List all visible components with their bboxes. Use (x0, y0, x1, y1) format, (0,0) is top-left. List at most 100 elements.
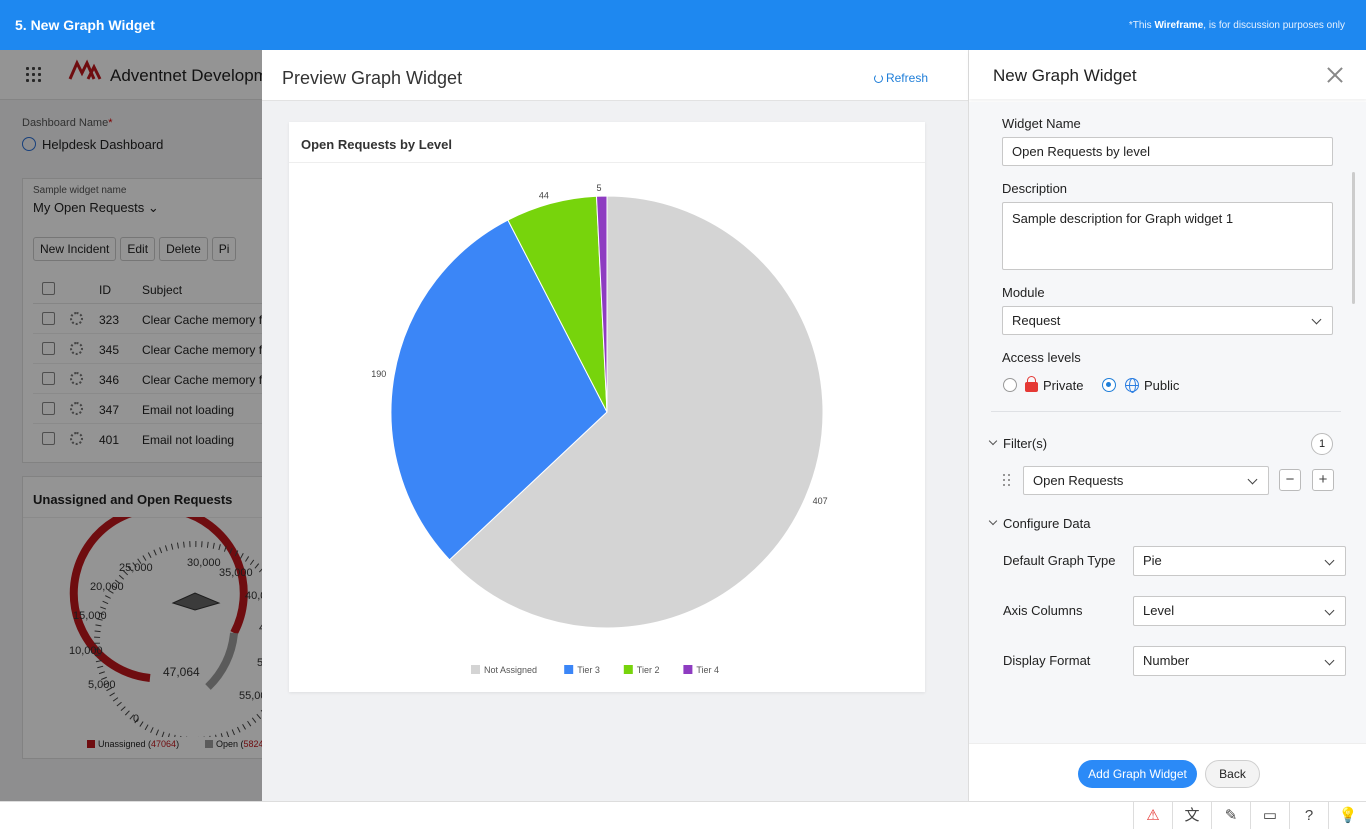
refresh-button[interactable]: Refresh (873, 71, 928, 85)
modal-overlay[interactable] (0, 50, 262, 801)
gauge-tick: 10,000 (69, 645, 103, 657)
banner-title: 5. New Graph Widget (15, 17, 155, 33)
legend-item[interactable]: Tier 4 (683, 665, 719, 675)
pie-slice[interactable] (595, 195, 608, 413)
pie-data-label: 407 (813, 496, 828, 506)
new-incident-button[interactable]: New Incident (33, 237, 117, 261)
chevron-down-icon (1247, 474, 1258, 485)
app-name: Adventnet Development (110, 66, 262, 85)
gauge-tick: 25,000 (119, 562, 153, 574)
form-scrollbar[interactable] (1352, 172, 1355, 304)
help-icon[interactable]: ? (1289, 802, 1328, 829)
module-label: Module (1002, 285, 1045, 300)
panel-title: New Graph Widget (993, 66, 1137, 85)
widget-name-field[interactable]: Open Requests by level (1002, 137, 1333, 166)
banner-note: *This Wireframe, is for discussion purpo… (1128, 20, 1345, 31)
note-icon[interactable]: ✎ (1211, 802, 1250, 829)
row-checkbox[interactable] (42, 342, 55, 355)
divider (991, 411, 1341, 412)
bottom-toolbar: ⚠ 文 ✎ ▭ ? 💡 (0, 801, 1366, 829)
id-header: ID (99, 283, 111, 297)
axis-columns-select[interactable]: Level (1133, 596, 1346, 626)
filters-label[interactable]: Filter(s) (1003, 436, 1048, 451)
dashboard-name-label: Dashboard Name* (22, 117, 113, 129)
legend-item[interactable]: Not Assigned (471, 665, 537, 675)
description-field[interactable]: Sample description for Graph widget 1 (1002, 202, 1333, 270)
app-header: Adventnet Development (0, 50, 262, 100)
pie-slice[interactable] (390, 219, 608, 561)
table-row[interactable]: 347 Email not loading (33, 394, 262, 424)
row-checkbox[interactable] (42, 402, 55, 415)
lock-icon (1025, 376, 1038, 392)
axis-columns-label: Axis Columns (1003, 603, 1083, 618)
gear-icon[interactable] (70, 312, 83, 325)
table-row[interactable]: 323 Clear Cache memory fr (33, 304, 262, 334)
table-row[interactable]: 401 Email not loading (33, 424, 262, 454)
table-row[interactable]: 345 Clear Cache memory fr (33, 334, 262, 364)
gauge-tick: 5 (257, 657, 262, 669)
graph-type-select[interactable]: Pie (1133, 546, 1346, 576)
chevron-down-icon[interactable] (988, 516, 998, 526)
background-app: Adventnet Development Dashboard Name* He… (0, 50, 262, 801)
row-checkbox[interactable] (42, 312, 55, 325)
configure-data-label[interactable]: Configure Data (1003, 516, 1091, 531)
row-checkbox[interactable] (42, 372, 55, 385)
gauge-legend-open: Open (5824) (205, 739, 262, 749)
description-label: Description (1002, 181, 1068, 196)
drag-handle-icon[interactable] (1003, 474, 1011, 488)
close-icon[interactable] (1327, 67, 1343, 83)
refresh-icon (873, 74, 883, 83)
display-format-select[interactable]: Number (1133, 646, 1346, 676)
chevron-down-icon[interactable] (988, 436, 998, 446)
delete-button[interactable]: Delete (159, 237, 208, 261)
preview-header: Preview Graph Widget Refresh (262, 50, 968, 101)
action-buttons: New Incident Edit Delete Pi (33, 237, 240, 261)
legend-item[interactable]: Tier 2 (623, 665, 660, 675)
gear-icon[interactable] (70, 432, 83, 445)
legend-label: Tier 2 (637, 665, 660, 675)
add-filter-button[interactable]: + (1312, 469, 1334, 491)
back-button[interactable]: Back (1205, 760, 1260, 788)
legend-label: Not Assigned (484, 665, 537, 675)
gear-icon[interactable] (70, 402, 83, 415)
form-body: Widget Name Open Requests by level Descr… (969, 102, 1366, 743)
widget-name-label: Widget Name (1002, 116, 1081, 131)
table-header: ID Subject (33, 274, 262, 304)
gauge-legend-unassigned: Unassigned (47064) (87, 739, 179, 749)
gauge-unassigned-arc (69, 517, 248, 682)
module-select[interactable]: Request (1002, 306, 1333, 335)
legend-item[interactable]: Tier 3 (564, 665, 600, 675)
row-checkbox[interactable] (42, 432, 55, 445)
gauge-chart (69, 517, 262, 737)
chat-icon[interactable]: ▭ (1250, 802, 1289, 829)
public-radio[interactable] (1102, 378, 1116, 392)
filter-select[interactable]: Open Requests (1023, 466, 1269, 495)
lightbulb-icon[interactable]: 💡 (1328, 802, 1366, 829)
apps-grid-icon[interactable] (26, 67, 42, 83)
gear-icon[interactable] (70, 342, 83, 355)
edit-button[interactable]: Edit (120, 237, 156, 261)
app-logo (68, 59, 102, 80)
legend-label: Tier 4 (696, 665, 719, 675)
pie-data-label: 44 (539, 191, 549, 201)
more-button[interactable]: Pi (211, 237, 237, 261)
pie-slice[interactable] (448, 195, 824, 629)
add-graph-widget-button[interactable]: Add Graph Widget (1078, 760, 1197, 788)
remove-filter-button[interactable]: − (1279, 469, 1301, 491)
gauge-tick: 30,000 (187, 557, 221, 569)
select-all-checkbox[interactable] (42, 282, 55, 295)
legend-swatch (564, 665, 574, 674)
my-open-requests-card: Sample widget name My Open Requests ⌄ Ne… (22, 178, 262, 463)
private-label[interactable]: Private (1043, 378, 1084, 393)
legend-swatch (623, 665, 633, 674)
pie-chart: 407 190 44 5 Not Assigned Tier 3 Tier 2 Tier 4 (371, 183, 828, 675)
gear-icon[interactable] (70, 372, 83, 385)
private-radio[interactable] (1003, 378, 1017, 392)
warning-icon[interactable]: ⚠ (1133, 802, 1172, 829)
gauge-open-arc (205, 632, 238, 690)
widget-name[interactable]: My Open Requests ⌄ (33, 200, 159, 215)
public-label[interactable]: Public (1144, 378, 1180, 393)
table-row[interactable]: 346 Clear Cache memory fr (33, 364, 262, 394)
legend-swatch (683, 665, 693, 674)
translate-icon[interactable]: 文 (1172, 802, 1211, 829)
